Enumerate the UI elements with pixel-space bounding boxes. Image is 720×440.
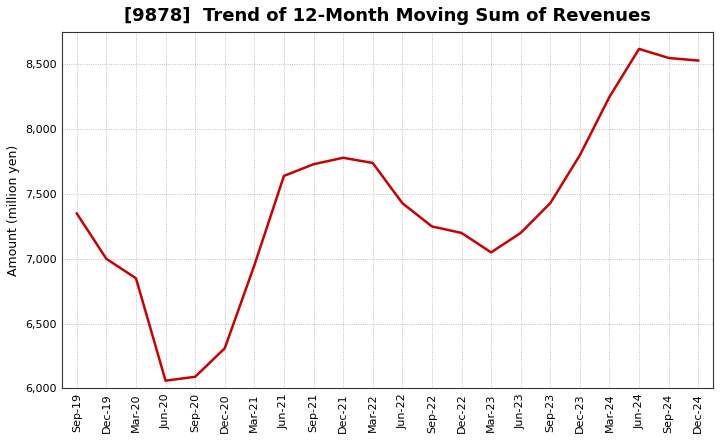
Y-axis label: Amount (million yen): Amount (million yen) (7, 145, 20, 276)
Title: [9878]  Trend of 12-Month Moving Sum of Revenues: [9878] Trend of 12-Month Moving Sum of R… (124, 7, 651, 25)
